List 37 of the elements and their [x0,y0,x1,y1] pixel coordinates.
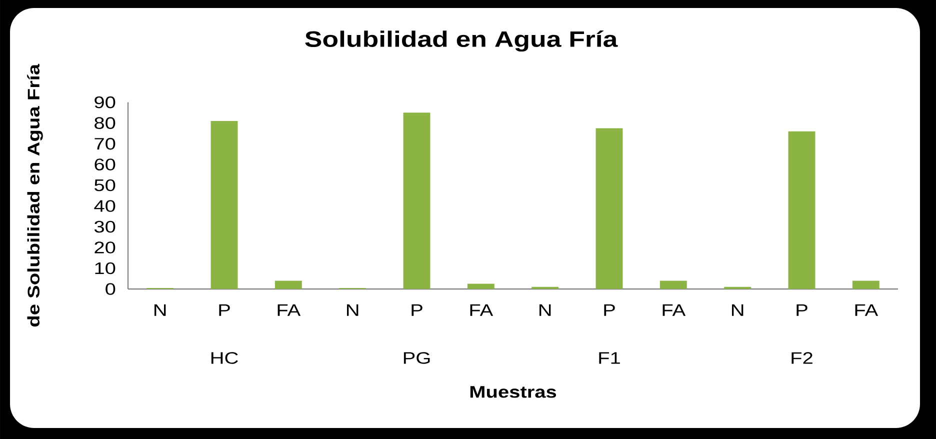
series-label: FA [278,304,301,316]
bar [596,128,623,289]
chart-title: Solubilidad en Agua Fría [305,30,618,52]
text: N [540,304,551,316]
bar [852,280,880,289]
y-tick-label: 70 [94,138,116,150]
bar [210,120,238,289]
y-tick-label: 80 [94,117,116,129]
x-tick-label: F1 [599,352,620,364]
series-label: P [219,304,230,316]
y-tick-label: 40 [94,200,116,212]
text: FA [470,304,494,316]
text: FA [855,304,878,316]
bar [788,131,816,289]
text: N [732,304,744,316]
text: P [412,304,422,316]
text: P [604,304,615,316]
bar [660,280,687,289]
bar [274,280,302,289]
y-tick-label: 30 [94,220,116,233]
x-tick-label: PG [404,352,430,364]
y-tick-label: 90 [94,96,116,108]
x-axis-title: Muestras [470,386,556,398]
bar [467,284,494,289]
bar [403,112,430,289]
y-tick-label: 10 [95,262,116,274]
text: N [347,304,358,316]
text: P [796,304,808,316]
text: FA [662,304,686,316]
y-tick-label: 20 [94,242,116,254]
series-label: N [154,304,166,316]
y-tick-label: 60 [94,158,116,170]
x-tick-label: F2 [792,352,812,364]
y-tick-label: 50 [94,179,116,192]
y-tick-label: 0 [106,283,116,295]
y-axis-title: de Solubilidad en Agua Fría [27,64,43,327]
x-tick-label: HC [211,352,238,364]
